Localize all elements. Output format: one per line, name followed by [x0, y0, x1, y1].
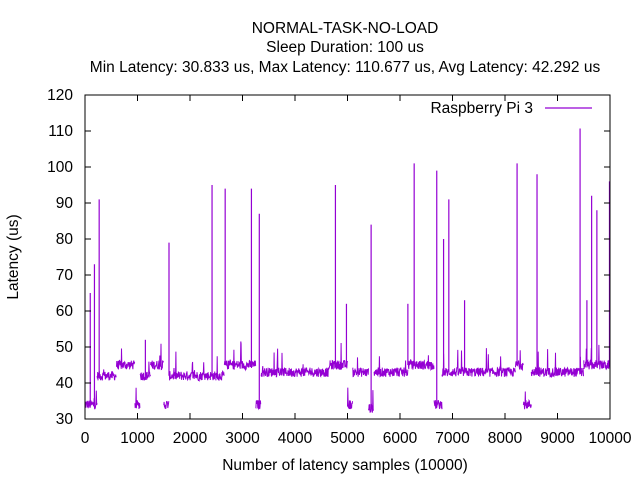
- series-segment: [530, 349, 584, 379]
- series-segment: [368, 390, 374, 413]
- x-tick-label: 2000: [173, 430, 208, 447]
- series-segment: [139, 361, 151, 381]
- y-tick-label: 80: [56, 231, 74, 248]
- plot-frame: [84, 94, 611, 420]
- series-segment: [433, 400, 443, 410]
- series-segment: [352, 357, 369, 378]
- series-segment: [407, 355, 435, 372]
- series-segment: [328, 342, 348, 370]
- y-tick-label: 110: [48, 123, 73, 140]
- x-tick-label: 9000: [540, 430, 575, 447]
- series-segment: [522, 391, 532, 410]
- series-segment: [441, 348, 516, 378]
- legend: Raspberry Pi 3: [430, 100, 592, 117]
- x-tick-label: 1000: [120, 430, 155, 447]
- y-tick-label: 90: [56, 195, 74, 212]
- series-segment: [168, 351, 225, 383]
- chart-subtitle: Sleep Duration: 100 us: [266, 39, 424, 56]
- series-segment: [116, 348, 136, 370]
- series-segment: [373, 356, 409, 378]
- x-tick-label: 4000: [278, 430, 313, 447]
- chart-stats: Min Latency: 30.833 us, Max Latency: 110…: [90, 59, 601, 76]
- y-tick-label: 40: [56, 375, 74, 392]
- x-tick-label: 0: [81, 430, 90, 447]
- y-tick-label: 120: [47, 87, 73, 104]
- chart-title: NORMAL-TASK-NO-LOAD: [252, 20, 439, 37]
- y-tick-label: 50: [56, 339, 74, 356]
- x-tick-label: 3000: [225, 430, 260, 447]
- x-tick-label: 10000: [588, 430, 631, 447]
- series-segment: [84, 390, 98, 410]
- series-segment: [347, 387, 353, 410]
- y-tick-label: 100: [47, 159, 73, 176]
- series-segment: [150, 343, 164, 371]
- x-tick-label: 6000: [383, 430, 418, 447]
- x-tick-label: 7000: [435, 430, 470, 447]
- x-axis-label: Number of latency samples (10000): [222, 457, 468, 474]
- series-segment: [255, 400, 262, 411]
- series-segment: [260, 348, 330, 378]
- series-segment: [163, 400, 170, 410]
- series-layer: [84, 128, 611, 413]
- x-tick-label: 8000: [488, 430, 523, 447]
- y-axis-label: Latency (us): [5, 214, 22, 299]
- legend-label: Raspberry Pi 3: [430, 100, 533, 117]
- y-tick-label: 60: [56, 303, 74, 320]
- x-tick-label: 5000: [330, 430, 365, 447]
- y-tick-label: 30: [56, 411, 74, 428]
- axes-layer: 0 1000 2000 3000 4000 5000 6000 7000 8000 9000 100…: [47, 87, 632, 447]
- series-segment: [96, 369, 117, 381]
- series-segment: [134, 387, 141, 410]
- series-segment: [223, 341, 257, 372]
- y-tick-label: 70: [56, 267, 74, 284]
